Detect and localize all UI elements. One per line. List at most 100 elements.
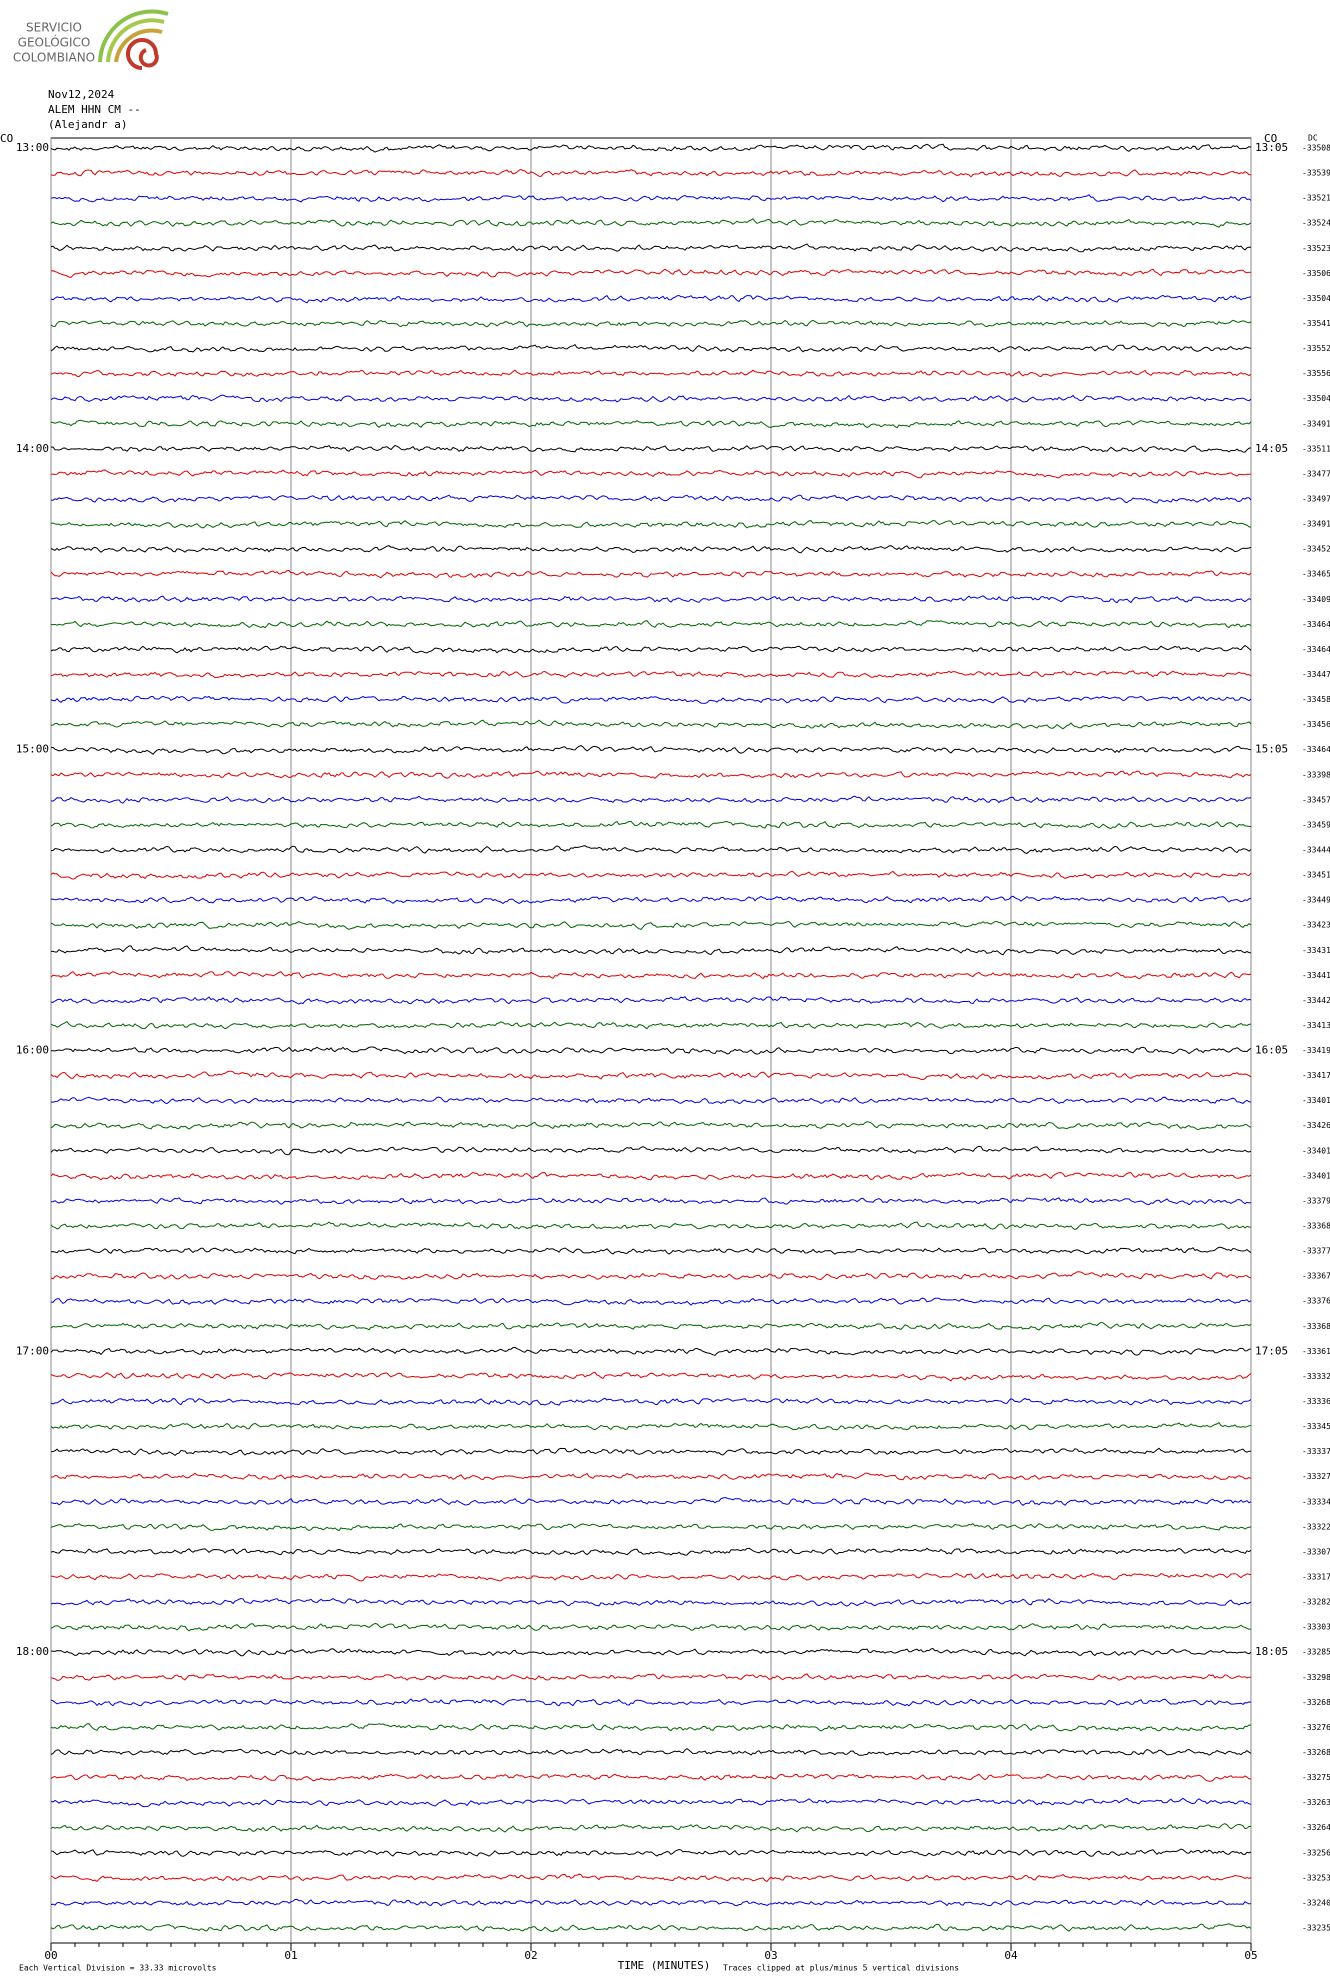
trace: [50, 695, 1252, 704]
dc-offset: -33508: [1302, 144, 1330, 153]
dc-offset: -33441: [1302, 971, 1330, 980]
dc-offset: -33401: [1302, 1096, 1330, 1105]
dc-offset: -33431: [1302, 946, 1330, 955]
dc-offset: -33275: [1302, 1773, 1330, 1782]
trace: [50, 1197, 1252, 1206]
time-label: 18:05: [1255, 1645, 1288, 1658]
station: ALEM HHN CM --: [48, 103, 141, 116]
trace: [50, 870, 1252, 880]
dc-offset: -33464: [1302, 620, 1330, 629]
dc-offset: -33552: [1302, 344, 1330, 353]
dc-offset: -33417: [1302, 1071, 1330, 1080]
dc-offset: -33336: [1302, 1397, 1330, 1406]
clip-note: Traces clipped at plus/minus 5 vertical …: [723, 1964, 959, 1973]
trace: [50, 1171, 1252, 1181]
dc-offset: -33458: [1302, 695, 1330, 704]
trace: [50, 745, 1252, 755]
dc-offset: -33345: [1302, 1422, 1330, 1431]
trace: [50, 1070, 1252, 1081]
dc-offset: -33263: [1302, 1798, 1330, 1807]
trace: [50, 620, 1252, 629]
dc-offset: -33307: [1302, 1547, 1330, 1556]
trace: [50, 1547, 1252, 1556]
dc-offset: -33368: [1302, 1322, 1330, 1331]
trace: [50, 519, 1252, 529]
time-label: 13:05: [1255, 141, 1288, 154]
dc-offset: -33337: [1302, 1447, 1330, 1456]
trace: [50, 1898, 1252, 1907]
trace: [50, 1622, 1252, 1632]
dc-offset: -33539: [1302, 169, 1330, 178]
dc-offset: -33491: [1302, 419, 1330, 428]
dc-offset: -33524: [1302, 219, 1330, 228]
dc-offset: -33506: [1302, 269, 1330, 278]
x-tick-label: 01: [284, 1949, 297, 1962]
dc-offset: -33409: [1302, 595, 1330, 604]
trace: [50, 1020, 1252, 1030]
dc-offset: -33401: [1302, 1171, 1330, 1180]
trace: [50, 394, 1252, 403]
logo-text: GEOLÓGICO: [18, 35, 91, 50]
dc-offset: -33426: [1302, 1121, 1330, 1130]
time-label: 16:05: [1255, 1044, 1288, 1057]
x-tick-label: 00: [44, 1949, 57, 1962]
trace: [50, 1773, 1251, 1782]
trace: [50, 344, 1252, 353]
logo-mark: [98, 9, 169, 70]
trace: [50, 1673, 1252, 1681]
trace: [50, 1723, 1252, 1732]
dc-offset: -33491: [1302, 520, 1330, 529]
trace: [50, 419, 1252, 429]
dc-offset: -33523: [1302, 244, 1330, 253]
trace: [50, 595, 1252, 604]
dc-offset: -33451: [1302, 871, 1330, 880]
trace: [50, 770, 1252, 780]
trace: [50, 1447, 1252, 1457]
trace: [51, 1046, 1252, 1055]
time-label: 16:00: [16, 1044, 49, 1057]
network-label: CO: [0, 132, 13, 145]
trace: [50, 444, 1252, 453]
date: Nov12,2024: [48, 88, 115, 101]
trace: [50, 1647, 1252, 1657]
dc-offset: -33447: [1302, 670, 1330, 679]
trace: [50, 971, 1252, 980]
trace: [50, 845, 1252, 854]
trace: [50, 1848, 1252, 1857]
dc-offset: -33401: [1302, 1146, 1330, 1155]
dc-offset: -33413: [1302, 1021, 1330, 1030]
dc-offset: -33398: [1302, 770, 1330, 779]
trace: [50, 143, 1252, 153]
x-tick-label: 03: [764, 1949, 777, 1962]
dc-offset: -33253: [1302, 1873, 1330, 1882]
dc-offset: -33334: [1302, 1497, 1330, 1506]
trace: [50, 469, 1252, 479]
network-label: CO: [1264, 132, 1277, 145]
trace: [50, 1346, 1252, 1356]
dc-offset: -33379: [1302, 1196, 1330, 1205]
dc-offset: -33376: [1302, 1297, 1330, 1306]
dc-offset: -33442: [1302, 996, 1330, 1005]
operator: (Alejandr a): [48, 118, 127, 131]
dc-offset: -33317: [1302, 1573, 1330, 1582]
dc-offset: -33240: [1302, 1898, 1330, 1907]
trace: [50, 194, 1252, 203]
trace: [50, 1823, 1252, 1833]
trace: [50, 168, 1252, 178]
trace: [50, 294, 1252, 304]
dc-header: DC: [1308, 134, 1318, 143]
dc-offset: -33322: [1302, 1522, 1330, 1531]
dc-offset: -33298: [1302, 1673, 1330, 1682]
trace: [51, 719, 1252, 730]
time-label: 14:05: [1255, 442, 1288, 455]
dc-offset: -33464: [1302, 645, 1330, 654]
dc-offset: -33452: [1302, 545, 1330, 554]
dc-offset: -33459: [1302, 820, 1330, 829]
time-label: 15:05: [1255, 743, 1288, 756]
trace: [50, 1873, 1252, 1883]
time-label: 18:00: [16, 1645, 49, 1658]
dc-offset: -33556: [1302, 369, 1330, 378]
trace: [50, 369, 1252, 378]
trace: [50, 795, 1252, 804]
trace: [50, 670, 1252, 679]
